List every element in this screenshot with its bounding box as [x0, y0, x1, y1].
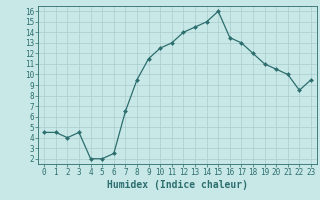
X-axis label: Humidex (Indice chaleur): Humidex (Indice chaleur): [107, 180, 248, 190]
